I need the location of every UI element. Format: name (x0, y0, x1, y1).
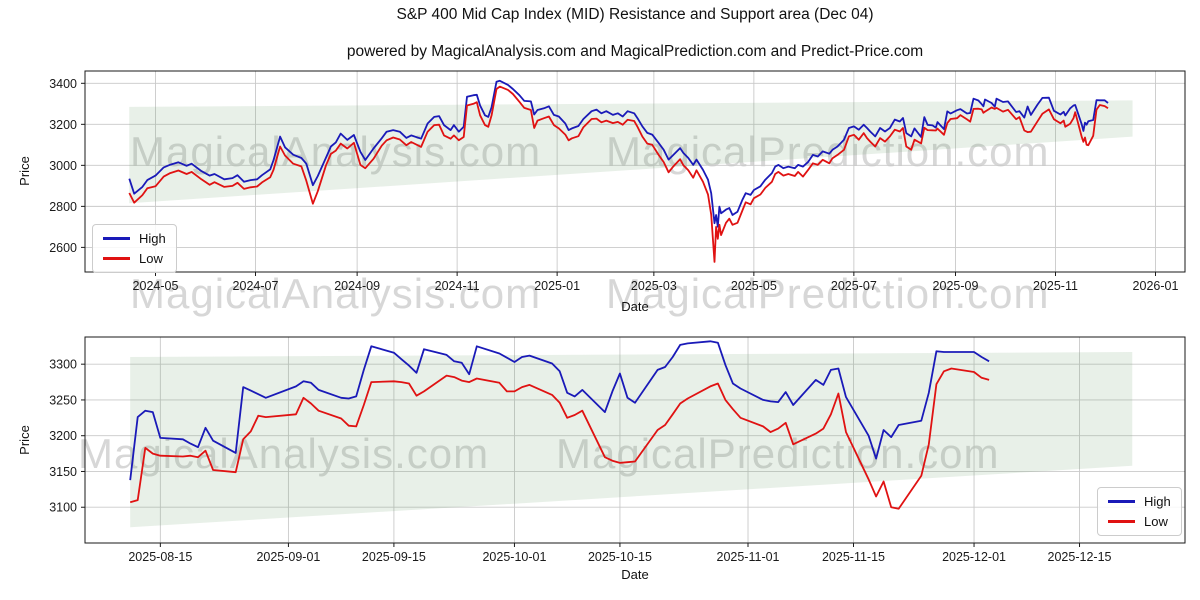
svg-text:3200: 3200 (49, 429, 77, 443)
watermark-analysis-middle: MagicalAnalysis.com (130, 270, 542, 317)
watermark-prediction-top: MagicalPrediction.com (606, 128, 1050, 176)
svg-text:2025-12-01: 2025-12-01 (942, 550, 1006, 564)
svg-text:2025-05: 2025-05 (731, 279, 777, 293)
svg-text:2025-11-15: 2025-11-15 (822, 550, 885, 564)
svg-text:3300: 3300 (49, 358, 77, 372)
svg-text:2025-08-15: 2025-08-15 (128, 550, 192, 564)
svg-text:2025-09-15: 2025-09-15 (362, 550, 426, 564)
x-axis-label-bottom: Date (621, 567, 649, 582)
svg-text:3150: 3150 (49, 465, 77, 479)
svg-text:3250: 3250 (49, 393, 77, 407)
legend-entry-high: High (103, 231, 166, 246)
svg-text:2025-01: 2025-01 (534, 279, 580, 293)
x-axis-label-top: Date (621, 299, 649, 314)
svg-text:2025-09: 2025-09 (933, 279, 979, 293)
legend-label-low: Low (1144, 514, 1168, 529)
svg-text:2024-07: 2024-07 (233, 279, 279, 293)
chart-subtitle: powered by MagicalAnalysis.com and Magic… (346, 43, 924, 60)
page-title: S&P 400 Mid Cap Index (MID) Resistance a… (396, 6, 874, 23)
low-line-swatch (103, 257, 130, 260)
svg-text:2026-01: 2026-01 (1133, 279, 1179, 293)
svg-text:2600: 2600 (49, 241, 77, 255)
svg-text:2800: 2800 (49, 200, 77, 214)
watermark-prediction-middle: MagicalPrediction.com (606, 270, 1050, 317)
svg-text:2024-11: 2024-11 (435, 279, 480, 293)
watermark-analysis-bottom: MagicalAnalysis.com (78, 430, 489, 478)
legend-top: High Low (92, 224, 177, 273)
svg-text:2025-03: 2025-03 (631, 279, 677, 293)
svg-text:2025-11-01: 2025-11-01 (717, 550, 780, 564)
svg-text:2025-12-15: 2025-12-15 (1048, 550, 1112, 564)
svg-text:3000: 3000 (49, 159, 77, 173)
legend-label-high: High (139, 231, 166, 246)
svg-text:2025-10-15: 2025-10-15 (588, 550, 652, 564)
legend-entry-low: Low (103, 251, 166, 266)
y-axis-label-top: Price (17, 156, 32, 186)
svg-text:2025-11: 2025-11 (1033, 279, 1078, 293)
svg-text:2024-09: 2024-09 (334, 279, 380, 293)
high-line-swatch (1108, 500, 1135, 503)
svg-text:3100: 3100 (49, 501, 77, 515)
svg-text:2024-05: 2024-05 (133, 279, 179, 293)
y-axis-label-bottom: Price (17, 425, 32, 455)
high-line-swatch (103, 237, 130, 240)
svg-text:3400: 3400 (49, 77, 77, 91)
legend-bottom: High Low (1097, 487, 1182, 536)
low-line-swatch (1108, 520, 1135, 523)
legend-label-low: Low (139, 251, 163, 266)
svg-text:2025-07: 2025-07 (831, 279, 877, 293)
svg-text:2025-09-01: 2025-09-01 (256, 550, 320, 564)
legend-label-high: High (1144, 494, 1171, 509)
svg-text:2025-10-01: 2025-10-01 (482, 550, 546, 564)
svg-text:3200: 3200 (49, 118, 77, 132)
legend-entry-high: High (1108, 494, 1171, 509)
legend-entry-low: Low (1108, 514, 1171, 529)
watermark-prediction-bottom: MagicalPrediction.com (556, 430, 1000, 478)
